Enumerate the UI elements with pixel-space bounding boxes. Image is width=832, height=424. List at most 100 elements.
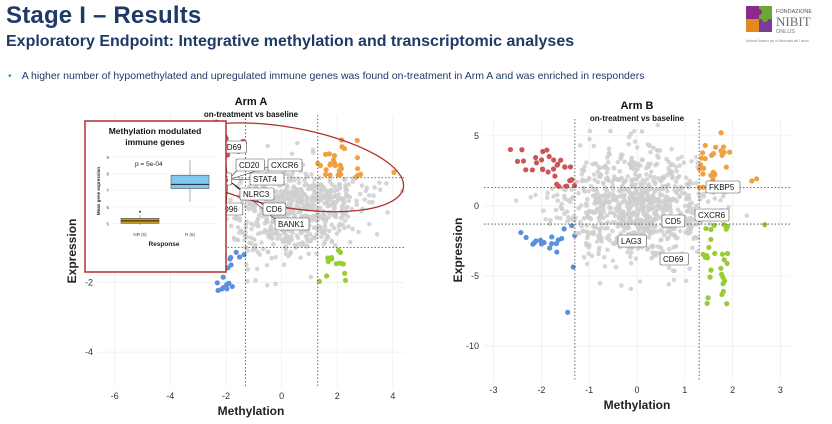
data-point	[684, 218, 690, 224]
data-point	[370, 199, 375, 205]
data-point	[630, 177, 635, 183]
data-point	[327, 179, 333, 184]
data-point	[640, 157, 645, 163]
data-point	[579, 223, 584, 229]
gene-label-box	[617, 234, 647, 248]
data-point	[377, 187, 383, 193]
data-point	[340, 201, 346, 207]
data-point	[645, 142, 651, 147]
data-point	[177, 213, 182, 219]
data-point	[319, 183, 325, 188]
data-point	[296, 195, 302, 201]
gene-label: BANK1	[278, 220, 305, 229]
data-point	[555, 161, 561, 167]
data-point	[652, 181, 658, 187]
data-point	[683, 229, 688, 235]
data-point	[571, 218, 577, 223]
data-point	[340, 196, 346, 201]
data-point	[646, 235, 652, 240]
data-point	[707, 221, 713, 227]
data-point	[663, 203, 668, 208]
data-point	[282, 225, 287, 230]
data-point	[313, 234, 318, 240]
data-point	[607, 210, 613, 215]
data-point	[710, 151, 717, 157]
data-point	[685, 228, 691, 233]
data-point	[288, 202, 294, 208]
data-point	[330, 199, 335, 205]
data-point	[711, 190, 716, 195]
data-point	[672, 225, 677, 230]
data-point	[630, 210, 636, 216]
data-point	[591, 224, 596, 229]
data-point	[533, 238, 539, 244]
data-point	[594, 190, 600, 196]
data-point	[581, 168, 587, 174]
data-point	[584, 223, 590, 228]
gene-label-box	[235, 158, 265, 172]
data-point	[677, 228, 683, 234]
data-point	[306, 217, 311, 223]
data-point	[673, 243, 679, 249]
data-point	[224, 282, 230, 288]
data-point	[279, 222, 284, 227]
data-point	[683, 278, 689, 284]
data-point	[645, 226, 650, 232]
plot-area	[484, 119, 790, 381]
data-point	[627, 161, 632, 167]
gene-label: S	[223, 175, 228, 184]
data-point	[604, 235, 610, 241]
data-point	[647, 143, 652, 149]
label-connector	[225, 178, 229, 181]
data-point	[632, 197, 638, 203]
y-tick-label: 0	[474, 201, 479, 211]
data-point	[264, 220, 269, 225]
label-connector	[227, 179, 270, 210]
data-point	[668, 162, 674, 168]
data-point	[633, 182, 638, 187]
data-point	[697, 217, 703, 223]
data-point	[562, 196, 567, 201]
data-point	[278, 192, 283, 198]
data-point	[626, 134, 632, 140]
data-point	[622, 192, 628, 198]
data-point	[624, 204, 630, 209]
data-point	[325, 234, 331, 240]
box-body	[170, 174, 210, 189]
data-point	[670, 174, 675, 180]
data-point	[635, 217, 640, 222]
data-point	[647, 187, 652, 192]
data-point	[541, 239, 547, 246]
data-point	[244, 234, 250, 240]
data-point	[270, 189, 276, 195]
data-point	[326, 210, 331, 215]
data-point	[654, 213, 660, 218]
data-point	[603, 193, 608, 199]
data-point	[242, 232, 248, 237]
data-point	[317, 205, 323, 211]
data-point	[592, 193, 598, 198]
inset-y-tick: 6	[106, 205, 109, 210]
data-point	[640, 208, 646, 213]
data-point	[232, 215, 237, 221]
data-point	[602, 198, 608, 203]
data-point	[281, 262, 287, 268]
data-point	[316, 194, 322, 199]
data-point	[710, 177, 716, 183]
data-point	[626, 200, 632, 205]
data-point	[322, 213, 327, 219]
data-point	[629, 181, 635, 187]
data-point	[218, 229, 224, 234]
data-point	[612, 176, 618, 182]
data-point	[603, 192, 608, 197]
data-point	[337, 163, 344, 169]
data-point	[290, 166, 296, 172]
data-point	[269, 235, 274, 241]
data-point	[252, 244, 257, 250]
data-point	[275, 180, 281, 186]
data-point	[310, 235, 316, 241]
data-point	[655, 153, 660, 159]
data-point	[686, 218, 691, 224]
data-point	[649, 219, 655, 225]
data-point	[601, 206, 606, 211]
